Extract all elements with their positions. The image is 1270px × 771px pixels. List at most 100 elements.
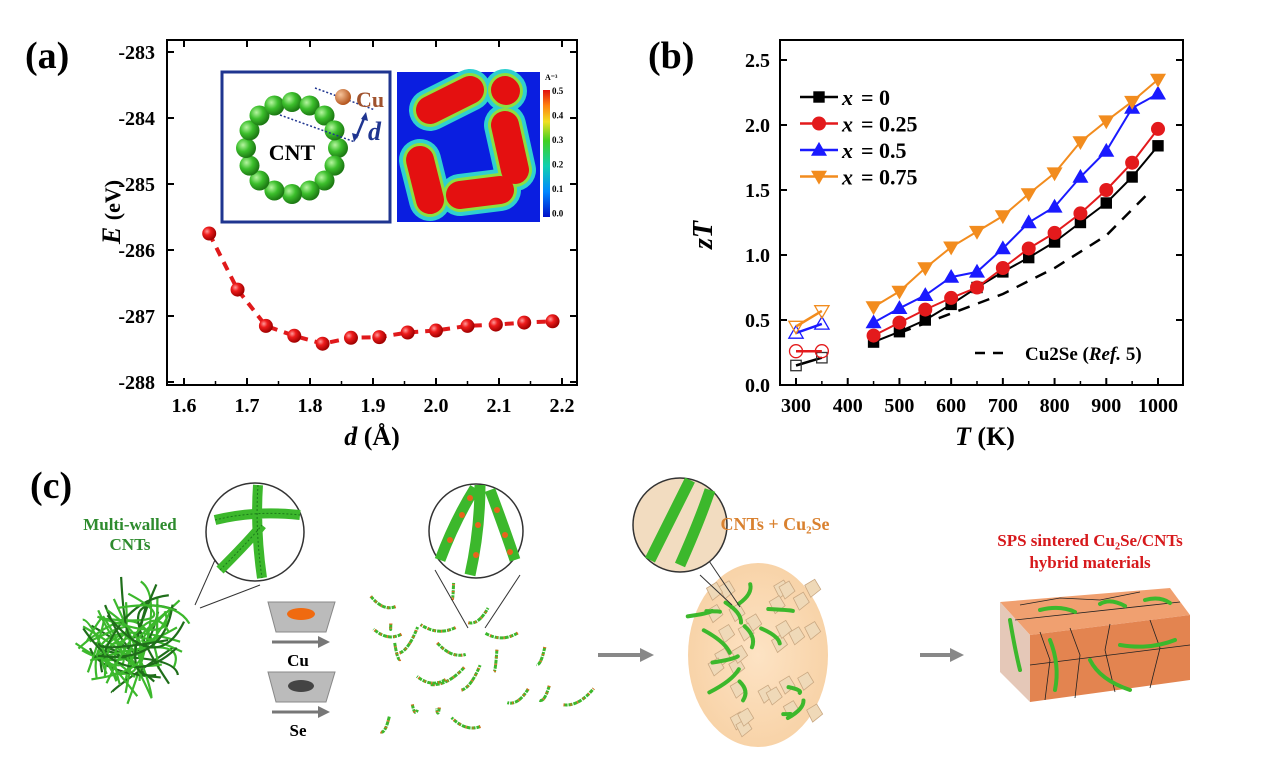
data-point-triangle-up xyxy=(1149,85,1167,100)
data-point-circle xyxy=(1099,183,1114,197)
cnt-in-mixture xyxy=(786,685,803,695)
data-point-a xyxy=(429,323,443,338)
se-label: Se xyxy=(290,721,307,740)
decorated-cnt xyxy=(372,627,403,639)
data-point-triangle-up xyxy=(1098,142,1115,157)
data-point-triangle-up xyxy=(1072,168,1089,183)
data-point-circle xyxy=(1047,225,1062,240)
data-point-triangle-down xyxy=(994,210,1011,225)
data-point-square xyxy=(790,359,802,372)
x-axis-label-a: d (Å) xyxy=(344,422,400,451)
mwcnt-label-2: CNTs xyxy=(110,535,151,554)
product-label: SPS sintered Cu₂Se/CNTs xyxy=(997,531,1183,550)
x-tick-label-b: 700 xyxy=(988,395,1018,417)
legend: x = 0x = 0.25x = 0.5x = 0.75 xyxy=(800,85,918,190)
carbon-atom xyxy=(282,184,302,204)
panel-c-schematic: Multi-walled CNTs Cu Se xyxy=(74,477,1191,747)
cu-particles xyxy=(450,582,456,601)
process-arrow-icon xyxy=(598,648,654,662)
data-point-triangle-down xyxy=(810,170,828,185)
colorbar-tick-label: 0.0 xyxy=(552,209,564,219)
cu2se-grain xyxy=(797,671,815,691)
data-point-a xyxy=(230,282,245,297)
process-arrow-icon xyxy=(920,648,964,662)
data-point-circle xyxy=(944,290,959,305)
legend-label: x = 0.25 xyxy=(841,112,918,137)
data-point-a xyxy=(372,330,387,345)
cnt-in-mixture xyxy=(736,582,753,606)
data-point-triangle-down xyxy=(891,285,908,300)
carbon-atom xyxy=(314,105,335,126)
data-point-square xyxy=(1152,140,1164,152)
decorated-cnt xyxy=(398,626,420,655)
distance-label: d xyxy=(368,117,382,146)
colorbar-tick-label: 0.2 xyxy=(552,160,564,170)
inset-charge-density-map: A⁻³ 0.5 0.4 0.3 0.2 0.1 0.0 xyxy=(397,69,564,222)
data-point-a xyxy=(202,226,217,241)
carbon-atom xyxy=(299,180,320,201)
data-point-triangle-up xyxy=(787,324,805,339)
series-line-low-t xyxy=(795,356,823,367)
cu2se-grain xyxy=(728,657,746,677)
data-point-circle xyxy=(918,302,933,317)
cnt-ring-atoms xyxy=(236,92,348,204)
colorbar xyxy=(543,90,550,217)
legend-label: x = 0.5 xyxy=(841,138,907,163)
cnt-strand xyxy=(110,646,175,694)
cu-particles xyxy=(372,627,403,639)
cu2se-grain xyxy=(706,604,724,624)
data-point-circle xyxy=(812,116,826,131)
sintered-block-illustration: SPS sintered Cu₂Se/CNTs hybrid materials xyxy=(997,531,1191,702)
data-point-a xyxy=(258,318,273,333)
data-point-triangle-up xyxy=(865,314,882,329)
x-tick-label-a: 2.1 xyxy=(487,395,512,417)
y-tick-label-b: 0.5 xyxy=(745,310,770,332)
cu-particles xyxy=(430,666,466,687)
cu2se-grain xyxy=(788,626,806,646)
cu2se-grain xyxy=(737,707,755,727)
data-point-a xyxy=(488,317,503,332)
panel-label-c: (c) xyxy=(30,465,72,507)
y-tick-label-a: -284 xyxy=(118,108,155,130)
cnt-strand xyxy=(99,650,155,683)
cnt-in-mixture xyxy=(737,679,748,703)
data-point-circle xyxy=(995,261,1010,275)
y-tick-label-b: 2.5 xyxy=(745,50,770,72)
data-point-circle xyxy=(892,315,907,330)
data-point-square xyxy=(813,91,825,103)
data-point-triangle-down xyxy=(1149,73,1167,88)
cnt-strand xyxy=(82,627,178,669)
data-point-triangle-up xyxy=(891,300,908,314)
decorated-cnt xyxy=(538,685,551,703)
carbon-atom xyxy=(282,92,302,112)
decorated-cnt xyxy=(379,716,391,734)
zoom-circle-decorated xyxy=(428,483,524,629)
data-point-circle xyxy=(1073,206,1088,221)
data-point-circle xyxy=(1151,121,1165,136)
decorated-cnt xyxy=(536,646,547,667)
data-point-triangle-up xyxy=(1020,214,1037,229)
carbon-atom xyxy=(239,155,260,176)
panel-label-a: (a) xyxy=(25,35,69,77)
cnt-strand xyxy=(106,614,186,649)
x-tick-label-a: 2.2 xyxy=(550,395,575,417)
data-point-a xyxy=(315,336,330,351)
decorated-cnt xyxy=(492,649,499,673)
colorbar-tick-label: 0.4 xyxy=(552,111,564,121)
decorated-cnt xyxy=(435,707,441,715)
y-axis-label-b: zT xyxy=(688,219,719,250)
cnt-in-mixture xyxy=(742,624,756,650)
data-point-triangle-down xyxy=(943,241,960,256)
cu-atom xyxy=(335,89,351,105)
cu2se-grain xyxy=(705,581,724,601)
data-point-circle xyxy=(1021,241,1036,256)
colorbar-unit: A⁻³ xyxy=(545,73,558,82)
cnt-in-mixture xyxy=(710,654,740,665)
decorated-cnt xyxy=(436,641,467,657)
cnt-strand xyxy=(116,604,191,625)
data-point-triangle-down xyxy=(1072,136,1089,151)
x-tick-label-b: 300 xyxy=(781,395,811,417)
x-tick-label-b: 500 xyxy=(884,395,914,417)
cnt-cu2se-mixture-illustration: CNTs + Cu₂Se xyxy=(632,477,830,747)
cu2se-grain xyxy=(765,686,783,706)
